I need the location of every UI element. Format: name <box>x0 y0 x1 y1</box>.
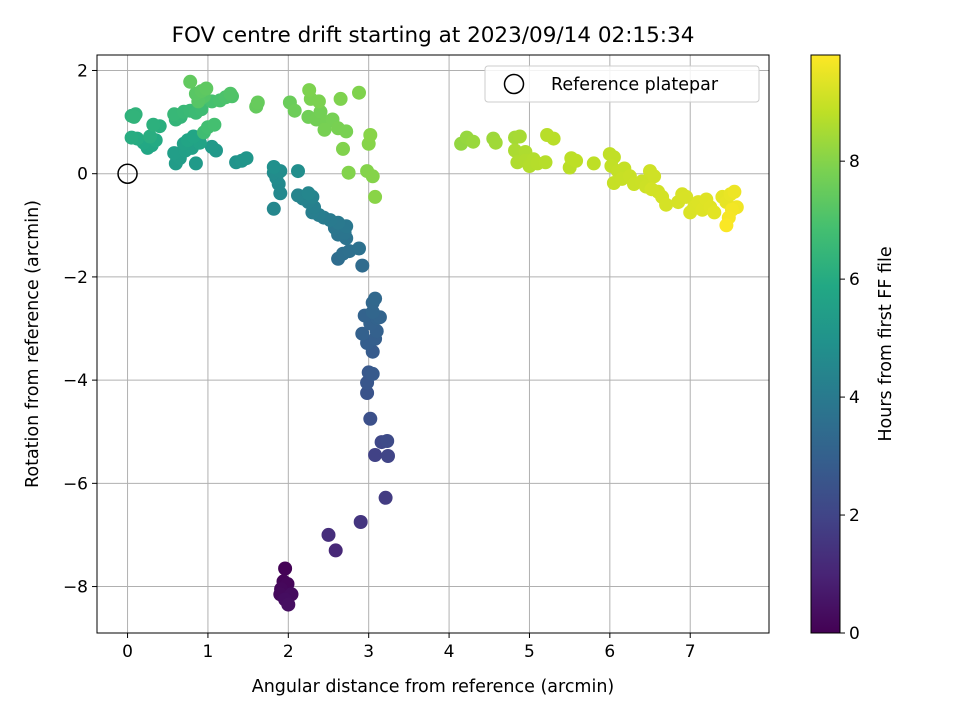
data-point <box>321 527 336 542</box>
colorbar-ticks: 0 2 4 6 8 <box>840 152 860 644</box>
data-point <box>188 156 203 171</box>
data-point <box>339 124 354 139</box>
data-point <box>365 366 380 381</box>
axis-ticks: 0 1 2 3 4 5 6 7 2 0 −2 −4 −6 −8 <box>63 61 696 662</box>
legend: Reference platepar <box>484 65 760 103</box>
colorbar-label: Hours from first FF file <box>876 246 896 441</box>
data-point <box>488 135 503 150</box>
x-tick-label: 3 <box>363 642 374 662</box>
y-tick-label: −2 <box>63 268 88 288</box>
data-point <box>355 258 370 273</box>
colorbar-tick-label: 6 <box>849 270 860 290</box>
data-point <box>127 109 141 124</box>
colorbar-gradient <box>810 54 841 634</box>
data-point <box>204 139 219 154</box>
legend-marker-icon <box>503 73 525 95</box>
x-tick-label: 6 <box>604 642 615 662</box>
x-tick-label: 1 <box>203 642 214 662</box>
data-point <box>281 597 296 612</box>
y-tick-label: −6 <box>63 474 88 494</box>
x-tick-label: 4 <box>444 642 455 662</box>
data-point <box>546 131 561 146</box>
colorbar-tick-label: 8 <box>849 152 860 172</box>
data-point <box>466 134 481 149</box>
data-point <box>278 561 293 576</box>
data-point <box>143 129 158 144</box>
plot-frame <box>96 54 770 634</box>
data-point <box>368 448 383 462</box>
data-point <box>508 143 522 158</box>
legend-label: Reference platepar <box>551 75 719 95</box>
data-point <box>328 543 343 558</box>
data-point <box>124 130 139 145</box>
data-point <box>355 326 370 341</box>
y-tick-label: 0 <box>77 165 88 185</box>
data-point <box>207 117 222 132</box>
data-point <box>341 165 356 180</box>
data-point <box>719 218 734 233</box>
data-point <box>647 169 662 184</box>
data-point <box>199 81 214 96</box>
data-point <box>352 241 366 256</box>
data-point <box>360 386 375 400</box>
data-point <box>336 141 350 156</box>
data-point <box>291 164 305 179</box>
data-point <box>538 155 553 170</box>
data-point <box>250 95 265 110</box>
data-point <box>512 129 527 144</box>
data-point <box>239 151 254 166</box>
y-tick-label: 2 <box>77 61 88 81</box>
y-tick-label: −4 <box>63 371 88 391</box>
data-point <box>287 103 302 118</box>
colorbar-tick-label: 2 <box>849 506 860 526</box>
data-point <box>644 182 659 197</box>
data-point <box>659 197 674 212</box>
legend-box <box>484 65 760 103</box>
data-point <box>363 128 378 142</box>
colorbar-tick-label: 4 <box>849 388 860 408</box>
data-point <box>707 205 722 220</box>
data-point <box>291 188 305 203</box>
colorbar: 0 2 4 6 8 Hours from first FF file <box>810 54 896 644</box>
reference-platepar-marker <box>117 163 138 184</box>
data-point <box>302 83 317 98</box>
data-point <box>380 434 395 448</box>
data-point <box>333 91 348 106</box>
data-point <box>368 291 383 306</box>
x-tick-label: 7 <box>685 642 696 662</box>
data-point <box>381 449 395 463</box>
colorbar-tick-label: 0 <box>849 624 860 644</box>
chart-title: FOV centre drift starting at 2023/09/14 … <box>172 23 695 48</box>
data-point <box>266 160 281 174</box>
x-tick-label: 0 <box>122 642 133 662</box>
data-point <box>727 184 742 199</box>
x-axis-label: Angular distance from reference (arcmin) <box>252 677 615 697</box>
data-point <box>353 515 368 529</box>
data-point <box>183 74 198 89</box>
data-point <box>586 156 601 171</box>
data-point <box>146 117 161 132</box>
data-point <box>378 490 393 505</box>
data-point <box>311 94 326 109</box>
x-tick-label: 5 <box>524 642 535 662</box>
data-point <box>167 146 182 161</box>
data-point <box>352 85 366 100</box>
y-tick-label: −8 <box>63 578 88 598</box>
data-point <box>313 104 328 119</box>
data-point <box>569 153 584 168</box>
data-points <box>124 74 744 612</box>
x-tick-label: 2 <box>283 642 294 662</box>
data-point <box>266 201 281 216</box>
data-point <box>317 122 332 137</box>
data-point <box>301 186 316 201</box>
data-point <box>368 189 383 204</box>
y-axis-label: Rotation from reference (arcmin) <box>23 200 43 488</box>
data-point <box>365 169 380 184</box>
data-point <box>679 189 694 204</box>
data-point <box>363 411 378 426</box>
data-point <box>223 86 238 101</box>
